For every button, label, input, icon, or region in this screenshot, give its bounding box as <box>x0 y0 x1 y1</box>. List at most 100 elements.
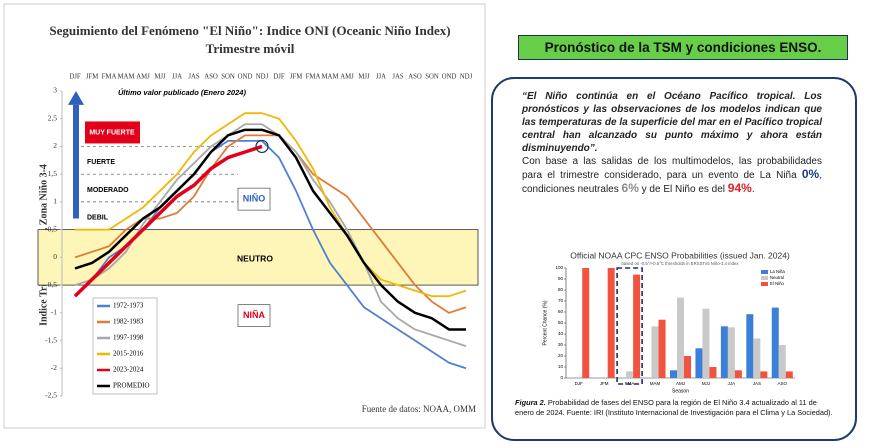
x-tick-label: ASO <box>408 74 422 81</box>
legend-swatch <box>761 276 768 280</box>
x-tick-label: OND <box>442 74 457 81</box>
bar <box>734 370 742 378</box>
quote: “El Niño continúa en el Océano Pacífico … <box>522 91 822 154</box>
y-tick-label: 90 <box>558 276 564 281</box>
caption: Figura 2. Probabilidad de fases del ENSO… <box>515 398 833 418</box>
x-tick-label: NDJ <box>256 74 269 81</box>
y-tick-label: 2,5 <box>48 113 58 122</box>
x-tick-label: JAS <box>188 74 200 81</box>
legend-label: 1972-1973 <box>113 302 144 310</box>
x-tick-label: AMJ <box>136 74 150 81</box>
y-tick-label: -1,5 <box>45 335 57 344</box>
bar <box>702 308 710 378</box>
x-tick-label: JJA <box>376 74 386 81</box>
caption-label: Figura 2. <box>515 398 546 407</box>
x-tick-label: MAM <box>118 74 135 81</box>
bar <box>720 326 728 378</box>
x-tick-label: AMJ <box>676 381 685 386</box>
bar <box>658 319 666 378</box>
x-tick-label: MAM <box>322 74 339 81</box>
oni-subtitle: Trimestre móvil <box>206 41 295 56</box>
y-tick-label: 0,5 <box>48 224 58 233</box>
bar <box>778 345 786 378</box>
bar <box>771 307 779 378</box>
y-tick-label: 2 <box>53 141 57 150</box>
body-text: . <box>751 184 755 195</box>
header: Pronóstico de la TSM y condiciones ENSO. <box>518 35 848 60</box>
level-label: FUERTE <box>87 159 115 166</box>
phase-box <box>237 187 271 211</box>
pct-lanina: 0% <box>801 167 820 181</box>
x-tick-label: JJA <box>728 381 736 386</box>
y-tick-label: 60 <box>558 309 564 314</box>
bar <box>695 348 703 378</box>
bar <box>746 314 754 378</box>
legend-label: La Niña <box>770 269 785 274</box>
level-label: MODERADO <box>87 187 129 194</box>
legend-label: 2023-2024 <box>113 366 144 374</box>
legend-swatch <box>761 270 768 274</box>
y-tick-label: -2,5 <box>45 391 57 400</box>
body-text: Con base a las salidas de los multimodel… <box>522 156 822 181</box>
legend-label: Neutral <box>770 275 784 280</box>
x-tick-label: JJA <box>172 74 182 81</box>
y-tick-label: 50 <box>558 320 564 325</box>
bar <box>727 327 735 378</box>
level-label: MUY FUERTE <box>89 129 135 136</box>
legend-swatch <box>761 282 768 286</box>
x-tick-label: MJJ <box>154 74 166 81</box>
bar <box>670 370 677 378</box>
y-tick-label: 40 <box>558 331 564 336</box>
x-tick-label: MAM <box>650 381 661 386</box>
body-text: y de El Niño es del <box>638 184 728 195</box>
x-tick-label: DJF <box>69 74 81 81</box>
x-tick-label: JFM <box>290 74 302 81</box>
x-tick-label: MJJ <box>702 381 710 386</box>
pct-nino: 94% <box>727 181 752 195</box>
arrow-head <box>68 91 84 105</box>
prob-title: Official NOAA CPC ENSO Probabilities (is… <box>570 250 790 260</box>
y-tick-label: 0 <box>560 375 563 380</box>
series-line <box>73 144 263 298</box>
x-tick-label: DJF <box>273 74 285 81</box>
prob-subtitle: based on -0.5°/+0.5°C thresholds in ERSS… <box>621 261 739 266</box>
y-tick-label: 3 <box>53 86 57 95</box>
x-tick-label: ASO <box>778 381 788 386</box>
bar <box>760 371 768 378</box>
x-tick-label: JAS <box>753 381 761 386</box>
bar <box>753 338 761 378</box>
x-tick-label: MJJ <box>358 74 370 81</box>
y-tick-label: 10 <box>558 364 564 369</box>
legend-label: 1997-1998 <box>113 334 144 342</box>
y-tick-label: 1,5 <box>48 169 58 178</box>
x-tick-label: FMA <box>102 74 117 81</box>
x-tick-label: JFM <box>600 381 609 386</box>
bar <box>626 371 634 378</box>
y-tick-label: 100 <box>555 265 563 270</box>
body-text: , condiciones neutrales <box>522 170 822 195</box>
y-tick-label: 20 <box>558 353 564 358</box>
pct-neutral: 6% <box>621 181 639 195</box>
last-value-ring <box>255 139 269 154</box>
prob-y-label: Percent Chance (%) <box>542 300 548 345</box>
x-tick-label: ASO <box>204 74 218 81</box>
y-tick-label: -0,5 <box>45 280 57 289</box>
x-tick-label: SON <box>221 74 235 81</box>
bar <box>582 268 590 378</box>
series-line <box>75 112 467 298</box>
x-tick-label: JAS <box>392 74 404 81</box>
legend-label: El Niño <box>770 281 784 286</box>
series-line <box>74 123 467 347</box>
bar <box>785 371 793 378</box>
y-tick-label: 80 <box>558 287 564 292</box>
x-tick-label: OND <box>238 74 253 81</box>
legend-label: 2015-2016 <box>113 350 144 358</box>
x-tick-label: FMA <box>306 74 321 81</box>
legend-label: PROMEDIO <box>113 382 150 390</box>
x-tick-label: NDJ <box>460 74 473 81</box>
left-frame <box>3 3 486 429</box>
y-tick-label: 30 <box>558 342 564 347</box>
caption-text: Probabilidad de fases del ENSO para la r… <box>515 398 833 417</box>
bar <box>684 356 691 378</box>
series-line <box>74 128 466 331</box>
